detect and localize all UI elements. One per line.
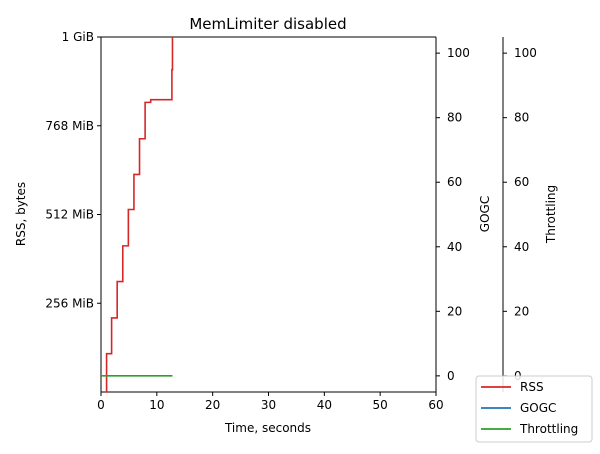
gogc-tick-label: 80: [447, 111, 462, 125]
x-tick-label: 40: [317, 398, 332, 412]
y-tick-label: 768 MiB: [45, 119, 94, 133]
legend-label-rss: RSS: [520, 380, 544, 394]
rss-series-line: [104, 37, 174, 393]
y-tick-label: 256 MiB: [45, 296, 94, 310]
series-layer: [101, 37, 174, 393]
gogc-tick-label: 0: [447, 369, 455, 383]
gogc-tick-label: 40: [447, 240, 462, 254]
x-axis-ticks: 0 10 20 30 40 50 60: [97, 392, 444, 412]
x-tick-label: 10: [149, 398, 164, 412]
axes-frame: [100, 36, 504, 393]
y-axis-label: RSS, bytes: [14, 182, 28, 246]
gogc-tick-label: 60: [447, 175, 462, 189]
y-axis-ticks: 256 MiB 512 MiB 768 MiB 1 GiB: [45, 30, 101, 310]
x-tick-label: 30: [261, 398, 276, 412]
legend-label-gogc: GOGC: [520, 401, 556, 415]
gogc-tick-label: 20: [447, 304, 462, 318]
throttling-tick-label: 100: [514, 46, 537, 60]
gogc-tick-label: 100: [447, 46, 470, 60]
throttling-tick-label: 60: [514, 175, 529, 189]
throttling-tick-label: 40: [514, 240, 529, 254]
y-tick-label: 1 GiB: [62, 30, 94, 44]
x-axis-label: Time, seconds: [224, 421, 311, 435]
y-tick-label: 512 MiB: [45, 208, 94, 222]
legend-box: [475, 375, 593, 443]
x-tick-label: 50: [373, 398, 388, 412]
legend-label-throttling: Throttling: [519, 422, 578, 436]
throttling-tick-label: 80: [514, 111, 529, 125]
gogc-axis-label: GOGC: [478, 196, 492, 232]
throttling-axis-label: Throttling: [544, 185, 558, 244]
x-tick-label: 20: [205, 398, 220, 412]
x-tick-label: 0: [97, 398, 105, 412]
chart-title: MemLimiter disabled: [189, 15, 346, 33]
throttling-tick-label: 20: [514, 304, 529, 318]
x-tick-label: 60: [428, 398, 443, 412]
chart-legend: RSS GOGC Throttling: [475, 375, 593, 443]
gogc-axis-ticks: 0 20 40 60 80 100: [436, 46, 470, 383]
